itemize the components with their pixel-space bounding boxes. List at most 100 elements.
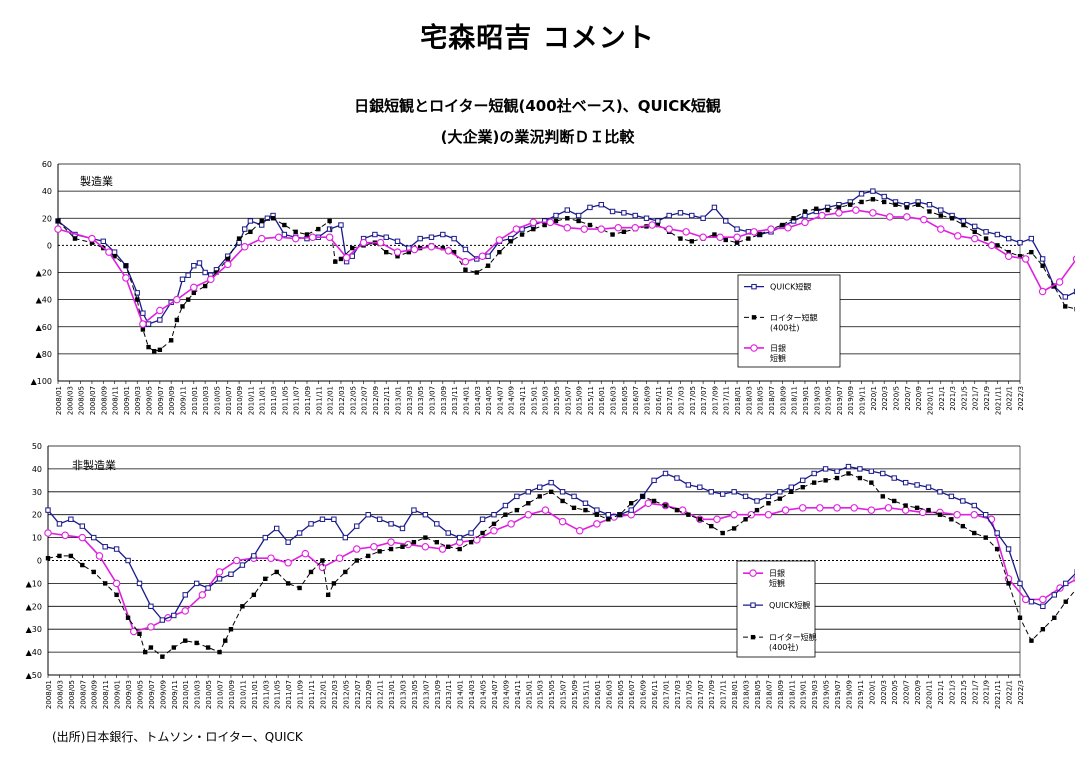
nonmfg-quick-point: [1028, 599, 1035, 605]
mfg-quick-point: [1017, 239, 1023, 246]
nonmfg-reuters-point: [223, 638, 228, 643]
mfg-xtick-label: 2012/05: [349, 386, 357, 415]
mfg-reuters-point: [983, 236, 989, 241]
mfg-xtick-label: 2019/01: [802, 386, 810, 415]
nonmfg-xtick-label: 2013/07: [422, 680, 430, 709]
nonmfg-reuters-point: [285, 581, 291, 586]
mfg-reuters-point: [791, 216, 796, 221]
nonmfg-xtick-label: 2017/11: [720, 680, 728, 709]
nonmfg-xtick-label: 2012/07: [354, 680, 362, 709]
mfg-quick-point: [575, 212, 582, 219]
nonmfg-ytick-label: 40: [32, 465, 42, 474]
nonmfg-ytick-label: 0: [37, 557, 42, 566]
mfg-quick-point: [938, 207, 944, 213]
nonmfg-reuters-point: [377, 549, 382, 554]
nonmfg-reuters-point: [114, 592, 119, 598]
mfg-quick-point: [700, 215, 706, 221]
nonmfg-quick-point: [674, 475, 680, 481]
mfg-quick-point: [191, 263, 197, 269]
mfg-boj-point: [461, 257, 470, 266]
nonmfg-quick-point: [971, 502, 977, 509]
mfg-quick-point: [440, 231, 446, 238]
mfg-xtick-label: 2013/09: [440, 386, 448, 415]
nonmfg-boj-point: [713, 515, 721, 524]
nonmfg-xtick-label: 2016/09: [640, 680, 648, 709]
nonmfg-boj-point: [507, 520, 515, 528]
mfg-reuters-point: [333, 259, 338, 264]
mfg-boj-point: [359, 238, 368, 247]
mfg-ytick-label: 60: [42, 160, 52, 169]
mfg-boj-point: [886, 213, 894, 221]
mfg-quick-point: [689, 212, 695, 219]
nonmfg-reuters-point: [388, 546, 394, 552]
nonmfg-reuters-point: [68, 553, 74, 559]
mfg-quick-point: [666, 212, 672, 219]
nonmfg-reuters-point: [846, 471, 851, 476]
nonmfg-quick-point: [388, 521, 394, 527]
nonmfg-quick-point: [331, 516, 337, 522]
mfg-quick-point: [338, 222, 344, 228]
nonmfg-quick-point: [662, 470, 669, 477]
mfg-reuters-point: [678, 236, 683, 241]
nonmfg-quick-point: [216, 576, 223, 582]
mfg-boj-point: [207, 275, 215, 284]
nonmfg-quick-point: [880, 470, 886, 477]
mfg-reuters-point: [508, 239, 513, 244]
mfg-quick-point: [1062, 294, 1068, 300]
mfg-reuters-point: [689, 239, 694, 244]
nonmfg-reuters-point: [800, 485, 805, 490]
nonmfg-boj-point: [370, 543, 378, 551]
mfg-xtick-label: 2011/03: [270, 386, 278, 415]
nonmfg-xtick-label: 2012/05: [342, 680, 350, 709]
mfg-xtick-label: 2011/01: [259, 386, 267, 415]
nonmfg-reuters-point: [171, 645, 176, 650]
mfg-reuters-point: [712, 232, 717, 237]
mfg-boj-point: [631, 223, 639, 232]
nonmfg-xtick-label: 2017/09: [708, 680, 716, 709]
mfg-xtick-label: 2016/07: [632, 386, 640, 415]
mfg-series-boj: [54, 206, 1075, 328]
nonmfg-xtick-label: 2022/1: [1006, 680, 1014, 705]
mfg-xtick-label: 2013/01: [395, 386, 403, 415]
mfg-boj-point: [190, 283, 198, 292]
nonmfg-xtick-label: 2015/09: [571, 680, 579, 709]
nonmfg-reuters-point: [102, 581, 108, 586]
mfg-reuters-point: [406, 249, 412, 255]
mfg-boj-point: [597, 225, 605, 233]
nonmfg-boj-point: [1004, 575, 1013, 583]
mfg-xtick-label: 2021/9: [983, 386, 991, 411]
mfg-xtick-label: 2009/05: [146, 386, 154, 415]
mfg-quick-point: [1039, 256, 1046, 262]
mfg-xtick-label: 2014/01: [462, 386, 470, 415]
mfg-quick-point: [881, 193, 887, 200]
mfg-reuters-point: [72, 236, 78, 241]
mfg-xtick-label: 2014/03: [474, 386, 482, 415]
nonmfg-xtick-label: 2015/11: [582, 680, 590, 709]
mfg-boj-point: [410, 245, 419, 254]
nonmfg-legend-label: QUICK短観: [769, 600, 810, 610]
mfg-quick-point: [428, 234, 435, 240]
mfg-xtick-label: 2017/07: [700, 386, 708, 415]
mfg-reuters-point: [995, 243, 1000, 248]
mfg-boj-point: [88, 234, 96, 243]
mfg-xtick-label: 2017/05: [689, 386, 697, 415]
nonmfg-xtick-label: 2012/09: [365, 680, 373, 709]
mfg-reuters-point: [915, 202, 921, 207]
nonmfg-quick-point: [56, 521, 63, 527]
nonmfg-boj-point: [112, 579, 121, 588]
mfg-xtick-label: 2015/05: [553, 386, 561, 415]
mfg-quick-point: [236, 239, 242, 246]
nonmfg-boj-point: [730, 510, 738, 519]
nonmfg-reuters-point: [548, 489, 554, 494]
mfg-xtick-label: 2019/09: [847, 386, 855, 415]
nonmfg-quick-point: [251, 553, 257, 559]
nonmfg-ytick-label: ▲30: [26, 625, 42, 634]
nonmfg-quick-point: [605, 512, 612, 518]
nonmfg-boj-point: [867, 506, 876, 514]
nonmfg-xtick-label: 2021/5: [960, 680, 968, 705]
nonmfg-reuters-point: [217, 649, 222, 655]
mfg-quick-point: [145, 321, 152, 327]
nonmfg-boj-point: [490, 526, 498, 535]
mfg-quick-point: [259, 222, 265, 228]
